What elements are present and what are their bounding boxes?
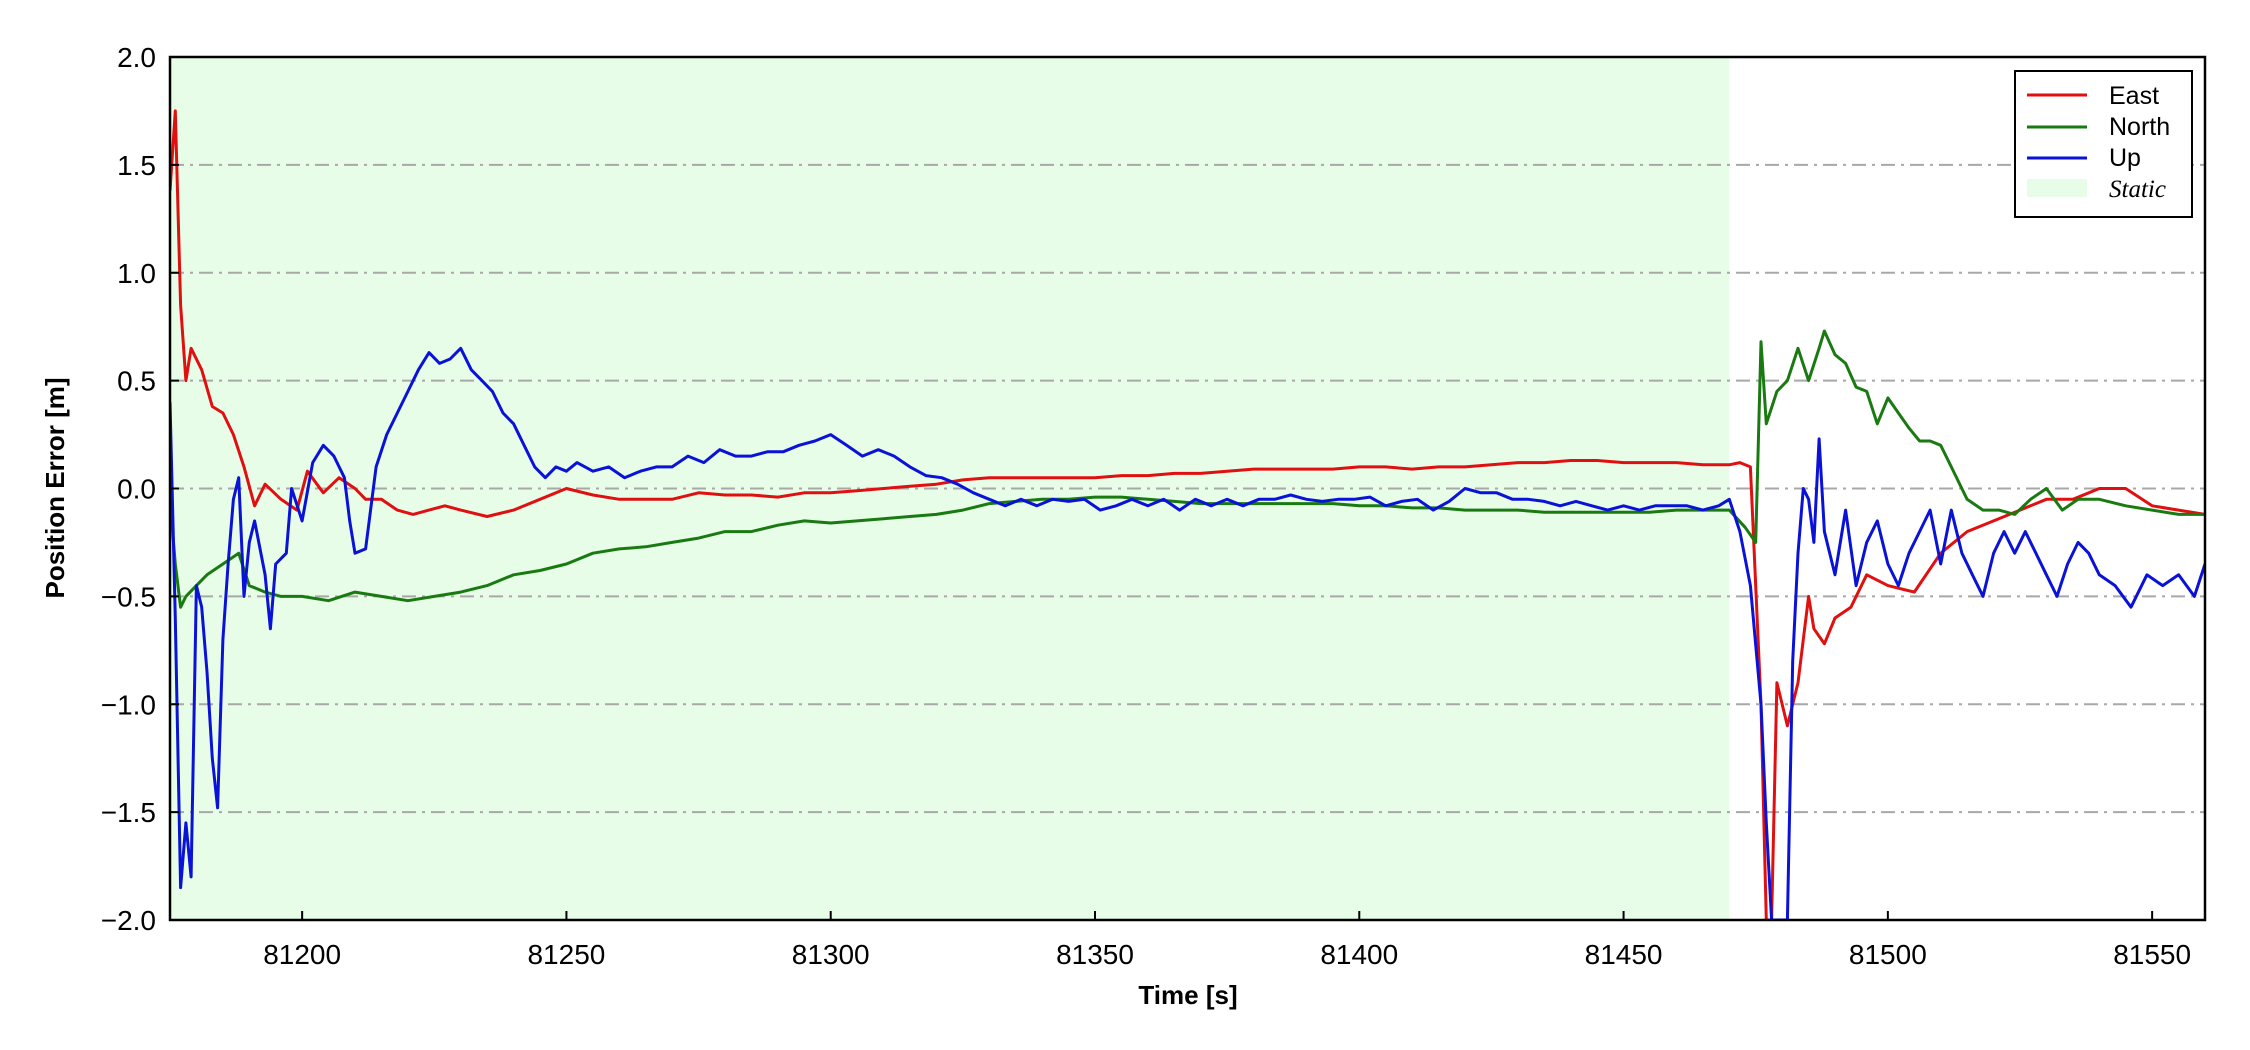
series-line-up bbox=[170, 346, 2205, 920]
x-tick-label: 81500 bbox=[1849, 939, 1927, 970]
series-layer bbox=[170, 109, 2205, 920]
legend-label-north: North bbox=[2109, 113, 2170, 141]
x-axis: 81200 81250 81300 81350 81400 81450 81500 81550 bbox=[263, 911, 2191, 970]
x-tick-label: 81400 bbox=[1320, 939, 1398, 970]
x-tick-label: 81250 bbox=[527, 939, 605, 970]
y-tick-label: −1.0 bbox=[101, 689, 156, 720]
legend-swatch-static bbox=[2027, 179, 2087, 197]
y-tick-label: −0.5 bbox=[101, 581, 156, 612]
legend-label-east: East bbox=[2109, 82, 2159, 110]
legend-label-up: Up bbox=[2109, 144, 2141, 172]
x-tick-label: 81450 bbox=[1585, 939, 1663, 970]
series-line-north bbox=[170, 329, 2205, 609]
grid-layer bbox=[170, 163, 2205, 814]
y-axis-title: Position Error [m] bbox=[40, 377, 70, 598]
y-tick-label: 1.5 bbox=[117, 150, 156, 181]
y-tick-label: −1.5 bbox=[101, 797, 156, 828]
y-tick-label: −2.0 bbox=[101, 905, 156, 936]
x-tick-label: 81350 bbox=[1056, 939, 1134, 970]
x-tick-label: 81550 bbox=[2113, 939, 2191, 970]
legend: East North Up Static bbox=[2014, 70, 2193, 218]
y-tick-label: 0.5 bbox=[117, 366, 156, 397]
x-axis-title: Time [s] bbox=[1138, 980, 1237, 1010]
y-axis: −2.0 −1.5 −1.0 −0.5 0.0 0.5 1.0 1.5 2.0 bbox=[101, 42, 179, 936]
y-tick-label: 0.0 bbox=[117, 474, 156, 505]
series-line-east bbox=[170, 109, 2205, 920]
y-tick-label: 1.0 bbox=[117, 258, 156, 289]
x-tick-label: 81200 bbox=[263, 939, 341, 970]
legend-label-static: Static bbox=[2109, 176, 2166, 203]
y-tick-label: 2.0 bbox=[117, 42, 156, 73]
x-tick-label: 81300 bbox=[792, 939, 870, 970]
